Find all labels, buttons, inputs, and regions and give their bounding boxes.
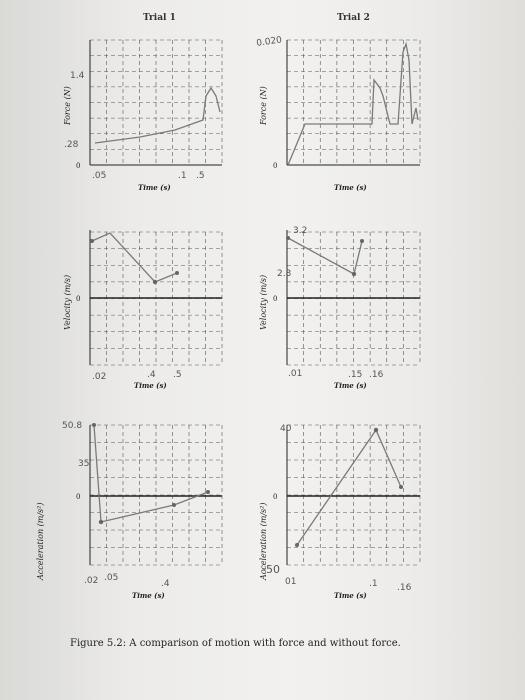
annotation-0-16: .16 [369, 370, 384, 380]
grid [90, 39, 223, 166]
data-point [351, 271, 357, 277]
annotation-0-05: .05 [92, 171, 106, 181]
annotation-35: 35 [78, 459, 89, 469]
annotation-0-16: .16 [397, 583, 412, 593]
zero-label: 0 [76, 162, 80, 170]
annotation-2-3: 2.3 [277, 269, 291, 279]
data-point [295, 543, 299, 547]
force-curve [94, 86, 221, 144]
velocity-axis-label: Velocity (m/s) [63, 275, 72, 330]
figure-caption: Figure 5.2: A comparison of motion with … [70, 638, 401, 649]
time-axis-label: Time (s) [334, 591, 367, 600]
annotation-0-28: .28 [64, 140, 79, 150]
annotation-50-8: 50.8 [62, 421, 82, 431]
acceleration-axis-label: Acceleration (m/s²) [36, 503, 45, 581]
trial-1-velocity-graph: 0 Velocity (m/s) Time (s) .02 .4 .5 [63, 230, 223, 390]
data-point [360, 239, 364, 243]
annotation-minus-50: -50 [262, 563, 280, 576]
acceleration-curve [93, 424, 209, 523]
data-point [399, 485, 403, 489]
data-point [152, 279, 158, 285]
annotation-0-4: .4 [147, 370, 156, 380]
annotation-0-5: .5 [196, 171, 205, 181]
trial-2-velocity-graph: 0 Velocity (m/s) Time (s) 3.2 2.3 .01 .1… [259, 226, 421, 390]
force-axis-label: Force (N) [259, 86, 268, 126]
zero-label: 0 [273, 162, 277, 170]
annotation-0-5: .5 [173, 370, 182, 380]
trial-1-force-graph: 0 Force (N) Time (s) 1.4 .28 .05 .1 .5 [63, 39, 223, 192]
data-point [172, 503, 176, 507]
velocity-curve [287, 237, 363, 275]
trial-1-title: Trial 1 [143, 13, 176, 23]
trial-1-acceleration-graph: 0 Acceleration (m/s²) Time (s) 50.8 35 .… [36, 421, 223, 600]
annotation-40: 40 [280, 424, 292, 434]
force-curve [287, 41, 419, 166]
zero-label: 0 [273, 493, 277, 501]
zero-label: 0 [273, 295, 277, 303]
trial-2-acceleration-graph: 0 Acceleration (m/s²) Time (s) 40 -50 01… [259, 424, 421, 600]
data-point [92, 423, 96, 427]
time-axis-label: Time (s) [132, 591, 165, 600]
annotation-0-02: .02 [92, 372, 106, 382]
grid [90, 424, 223, 566]
data-point [175, 271, 179, 275]
time-axis-label: Time (s) [334, 183, 367, 192]
velocity-curve [91, 232, 178, 283]
data-point [373, 427, 379, 433]
grid [287, 39, 421, 166]
time-axis-label: Time (s) [134, 381, 167, 390]
trial-2-force-graph: 0 Force (N) Time (s) 0.020 [256, 35, 421, 192]
data-point [98, 519, 104, 525]
velocity-axis-label: Velocity (m/s) [259, 275, 268, 330]
acceleration-axis-label: Acceleration (m/s²) [259, 503, 268, 581]
annotation-0-05: .05 [104, 573, 118, 583]
zero-label: 0 [76, 493, 80, 501]
annotation-0-020: 0.020 [256, 35, 283, 49]
annotation-3-2: 3.2 [293, 226, 307, 236]
annotation-0-1: .1 [369, 579, 378, 589]
force-axis-label: Force (N) [63, 86, 72, 126]
time-axis-label: Time (s) [138, 183, 171, 192]
data-point [286, 236, 290, 240]
data-point [90, 239, 94, 243]
grid [287, 424, 421, 566]
trial-2-title: Trial 2 [337, 13, 370, 23]
annotation-0-01: .01 [288, 369, 302, 379]
annotation-1-4: 1.4 [70, 71, 85, 81]
data-point [206, 490, 210, 494]
annotation-01: 01 [285, 577, 296, 587]
annotation-0-4: .4 [161, 579, 170, 589]
annotation-0-15: .15 [348, 370, 362, 380]
annotation-0-1: .1 [178, 171, 187, 181]
zero-label: 0 [76, 295, 80, 303]
acceleration-curve [296, 428, 402, 546]
time-axis-label: Time (s) [334, 381, 367, 390]
annotation-0-02: .02 [84, 576, 98, 586]
